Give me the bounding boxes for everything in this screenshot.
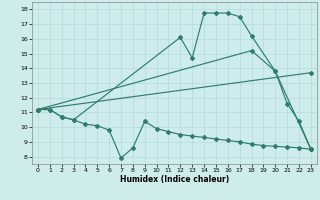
X-axis label: Humidex (Indice chaleur): Humidex (Indice chaleur) [120, 175, 229, 184]
